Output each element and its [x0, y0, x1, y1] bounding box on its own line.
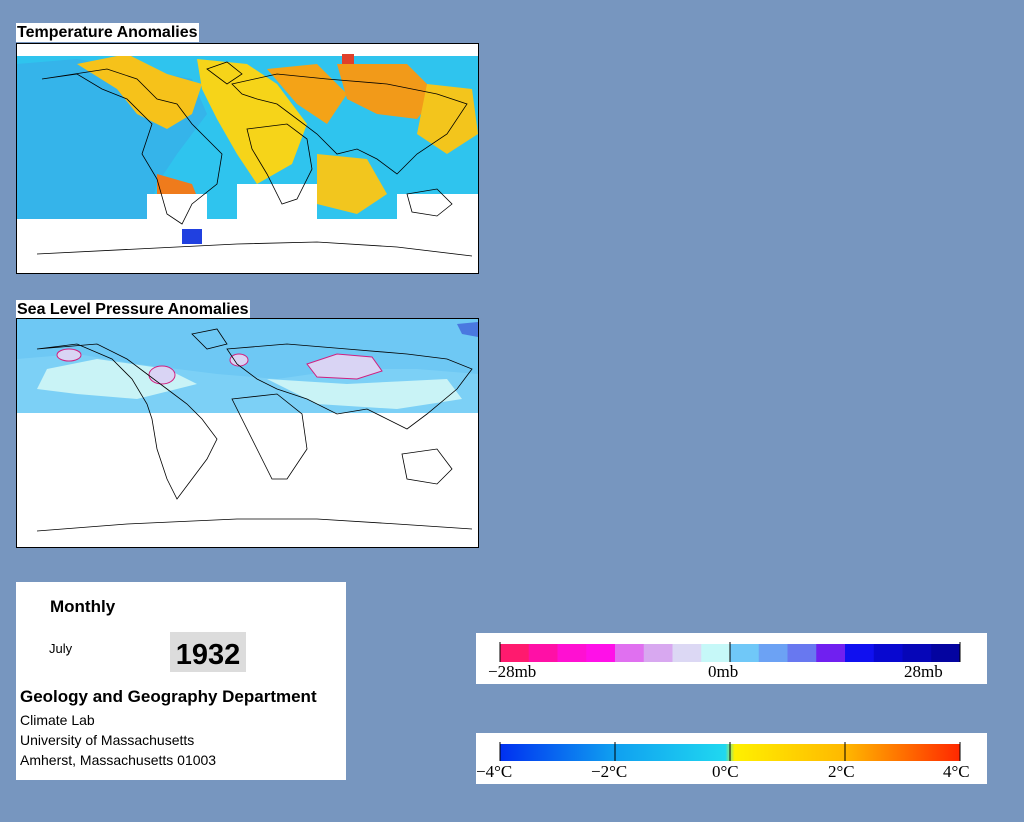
pressure-swatch: [672, 644, 702, 662]
pressure-label-min: −28mb: [488, 662, 536, 681]
temperature-map-title: Temperature Anomalies: [16, 23, 199, 42]
pressure-legend: −28mb 0mb 28mb: [476, 633, 987, 684]
pressure-map-title: Sea Level Pressure Anomalies: [16, 300, 250, 319]
temperature-anomaly-map: [16, 43, 479, 274]
pressure-swatch: [787, 644, 817, 662]
temp-label-minus2: −2°C: [591, 762, 627, 781]
pressure-swatch: [816, 644, 846, 662]
temp-label-minus4: −4°C: [476, 762, 512, 781]
temp-label-zero: 0°C: [712, 762, 739, 781]
pressure-swatch: [730, 644, 760, 662]
department-name: Geology and Geography Department: [20, 687, 317, 706]
pressure-swatch: [845, 644, 875, 662]
pressure-swatch: [643, 644, 673, 662]
address-line: Amherst, Massachusetts 01003: [20, 752, 217, 768]
frequency-label: Monthly: [50, 597, 116, 616]
year-display: 1932: [170, 632, 246, 672]
pressure-swatch: [873, 644, 903, 662]
info-panel: Monthly July 1932 Geology and Geography …: [16, 582, 346, 780]
temp-label-plus4: 4°C: [943, 762, 970, 781]
pressure-swatch: [586, 644, 616, 662]
pressure-swatch: [500, 644, 530, 662]
pressure-label-max: 28mb: [904, 662, 943, 681]
month-label: July: [49, 641, 73, 656]
university-name: University of Massachusetts: [20, 732, 195, 748]
pressure-swatch: [758, 644, 788, 662]
pressure-swatch: [902, 644, 932, 662]
pressure-anomaly-map: [16, 318, 479, 548]
pressure-swatch: [557, 644, 587, 662]
temperature-legend: −4°C −2°C 0°C 2°C 4°C: [476, 733, 987, 784]
pressure-color-scale: [499, 642, 961, 662]
pressure-swatch: [701, 644, 731, 662]
lab-name: Climate Lab: [20, 712, 95, 728]
pressure-swatch: [931, 644, 961, 662]
pressure-swatch: [528, 644, 558, 662]
temp-label-plus2: 2°C: [828, 762, 855, 781]
pressure-swatch: [615, 644, 645, 662]
pressure-label-zero: 0mb: [708, 662, 738, 681]
